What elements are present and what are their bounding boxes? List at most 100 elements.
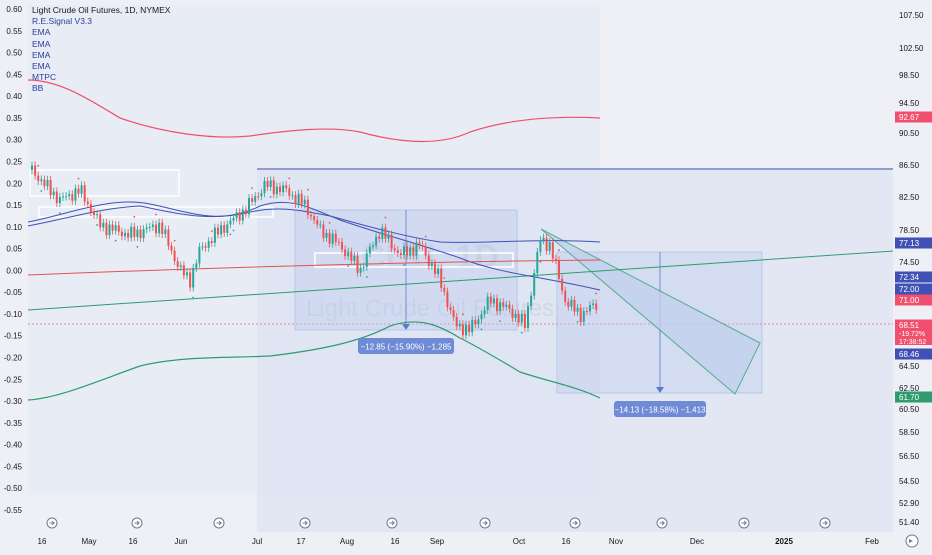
legend-indicator[interactable]: BB — [32, 83, 44, 94]
left-axis-tick: 0.05 — [6, 245, 22, 254]
time-axis[interactable]: 16 May 16 Jun Jul 17 Aug 16 Sep Oct 16 Nov Dec 2025 Fe… — [38, 537, 880, 546]
candle-body — [443, 287, 446, 292]
candle-body — [399, 252, 402, 255]
candle-body — [170, 245, 173, 251]
legend-indicator[interactable]: EMA — [32, 38, 51, 49]
right-axis-tick: 90.50 — [899, 129, 920, 138]
legend-title[interactable]: Light Crude Oil Futures, 1D, NYMEX — [32, 5, 171, 15]
candle-body — [288, 188, 291, 196]
candle-body — [192, 268, 195, 288]
candle-body — [527, 305, 529, 328]
legend-indicator[interactable]: EMA — [32, 61, 51, 72]
candle-body — [468, 324, 471, 333]
lower-bollinger-band — [27, 321, 601, 401]
event-marker-icon[interactable] — [299, 517, 311, 529]
candle-body — [409, 247, 412, 256]
candle-body — [533, 273, 536, 296]
price-label-bg — [895, 237, 932, 249]
right-axis-tick: 56.50 — [899, 452, 920, 461]
event-marker-icon[interactable] — [386, 517, 398, 529]
candle-body — [437, 268, 440, 274]
left-axis-tick: -0.20 — [4, 354, 23, 363]
event-marker-icon[interactable] — [738, 517, 750, 529]
candle-body — [111, 224, 114, 231]
measure-label-1[interactable]: −12.85 (−15.90%) −1,285 — [358, 338, 454, 354]
left-axis-tick: 0.00 — [6, 266, 22, 275]
legend-indicator[interactable]: EMA — [32, 49, 51, 60]
candle-body — [458, 324, 461, 327]
candle-body — [334, 233, 337, 242]
price-label-bg — [895, 329, 932, 337]
candle-body — [589, 304, 591, 312]
candle-body — [446, 291, 449, 308]
left-axis-tick: -0.25 — [4, 375, 23, 384]
candle-body — [102, 222, 105, 228]
candle-body — [595, 303, 598, 310]
candle-body — [390, 234, 393, 249]
triangle-pattern[interactable] — [540, 228, 761, 395]
candle-body — [359, 267, 362, 273]
time-axis-label: May — [81, 537, 96, 546]
highlight-box-1[interactable] — [29, 169, 180, 197]
candle-body — [424, 246, 427, 256]
candle-body — [40, 179, 43, 182]
right-axis-tick: 98.50 — [899, 71, 920, 80]
left-axis[interactable]: 0.60 0.55 0.50 0.45 0.40 0.35 0.30 0.25 0.20 0.15… — [4, 5, 23, 515]
candle-body — [279, 186, 281, 193]
candle-body — [393, 248, 396, 251]
signal-dot — [59, 212, 61, 214]
event-marker-icon[interactable] — [46, 517, 58, 529]
legend-indicator[interactable]: R.E.Signal V3.3 — [32, 16, 93, 27]
right-axis-tick: 62.50 — [899, 384, 920, 393]
time-axis-label: Oct — [513, 537, 526, 546]
candle-body — [570, 299, 573, 307]
time-axis-label: 16 — [38, 537, 47, 546]
candle-body — [362, 266, 365, 268]
measure-label-2[interactable]: −14.13 (−18.58%) −1,413 — [614, 401, 706, 417]
event-marker-icon[interactable] — [479, 517, 491, 529]
legend-indicator[interactable]: EMA — [32, 27, 51, 38]
candle-body — [508, 304, 511, 309]
event-marker-icon[interactable] — [213, 517, 225, 529]
right-axis-tick: 86.50 — [899, 161, 920, 170]
signal-dot — [133, 215, 136, 218]
candle-body — [499, 302, 502, 312]
candle-body — [77, 188, 80, 194]
candle-body — [474, 320, 477, 325]
right-axis-tick: 54.50 — [899, 477, 920, 486]
signal-dot — [347, 265, 350, 268]
signal-dot — [173, 239, 176, 242]
event-marker-icon[interactable] — [569, 517, 581, 529]
signal-dot — [499, 320, 501, 323]
left-axis-tick: 0.50 — [6, 49, 22, 58]
candle-body — [523, 313, 526, 328]
legend-indicator[interactable]: MTPC — [32, 72, 57, 83]
trend-line[interactable] — [27, 250, 894, 311]
price-label-text: 72.00 — [899, 285, 920, 294]
candle-body — [486, 296, 489, 310]
candle-body — [564, 290, 567, 302]
candle-body — [337, 241, 340, 243]
candle-body — [461, 324, 464, 336]
candle-body — [117, 225, 120, 232]
event-marker-icon[interactable] — [819, 517, 831, 529]
candle-body — [415, 242, 418, 256]
candle-body — [71, 194, 74, 201]
candle-body — [406, 246, 409, 256]
right-axis-tick: 82.50 — [899, 193, 920, 202]
candle-body — [148, 227, 151, 229]
left-axis-tick: 0.55 — [6, 27, 22, 36]
event-marker-icon[interactable] — [656, 517, 668, 529]
highlight-box-2[interactable] — [38, 206, 274, 218]
candle-body — [89, 203, 92, 213]
time-axis-label: 16 — [562, 537, 571, 546]
event-marker-icon[interactable] — [131, 517, 143, 529]
candle-body — [124, 232, 126, 237]
candle-body — [517, 313, 520, 323]
scroll-to-end-icon[interactable] — [905, 534, 919, 548]
candle-body — [226, 224, 229, 233]
time-axis-label: 16 — [129, 537, 138, 546]
signal-dot — [251, 187, 254, 190]
